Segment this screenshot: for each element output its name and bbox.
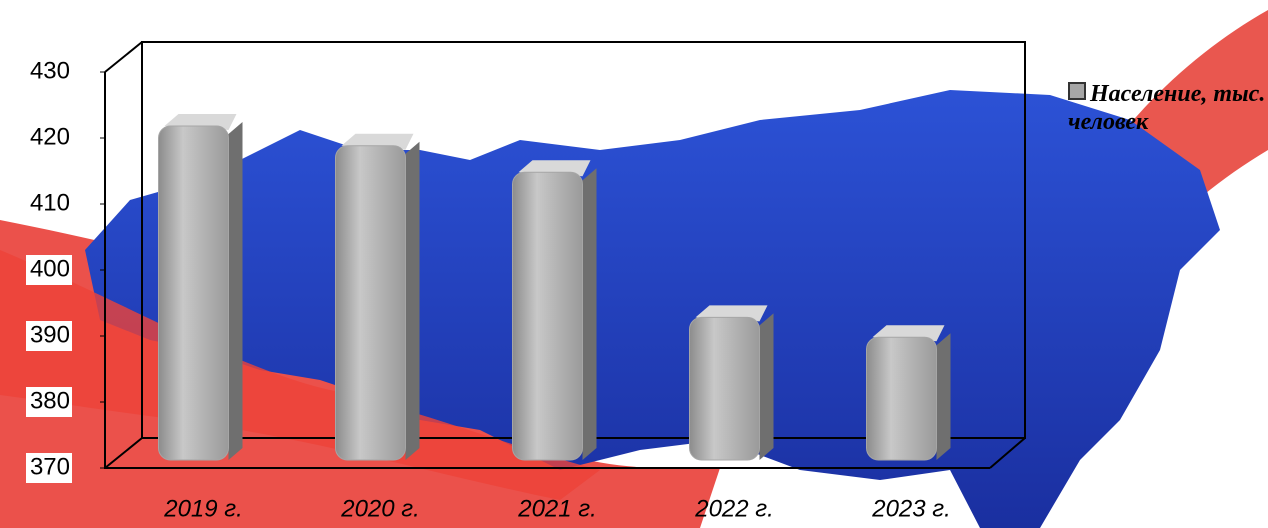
y-tick-bg bbox=[26, 453, 72, 483]
legend: Население, тыс. человек bbox=[1068, 80, 1268, 136]
legend-swatch bbox=[1068, 82, 1086, 100]
y-tick-bg bbox=[26, 387, 72, 417]
bar-side bbox=[759, 313, 774, 460]
x-tick-label: 2019 г. bbox=[163, 495, 243, 522]
y-tick-label: 430 bbox=[30, 57, 70, 84]
bar bbox=[866, 336, 937, 461]
y-tick-label: 400 bbox=[30, 255, 70, 282]
bar-side bbox=[228, 122, 243, 460]
x-tick-label: 2023 г. bbox=[871, 495, 951, 522]
bar bbox=[689, 316, 760, 461]
x-tick-label: 2022 г. bbox=[694, 495, 774, 522]
y-tick-bg bbox=[26, 321, 72, 351]
y-tick-label: 380 bbox=[30, 387, 70, 414]
x-tick-label: 2021 г. bbox=[517, 495, 597, 522]
y-tick-label: 410 bbox=[30, 189, 70, 216]
x-tick-label: 2020 г. bbox=[340, 495, 420, 522]
y-tick-label: 420 bbox=[30, 123, 70, 150]
y-tick-bg bbox=[26, 255, 72, 285]
bar-side bbox=[405, 141, 420, 461]
bar bbox=[158, 125, 229, 461]
bar-side bbox=[582, 168, 597, 460]
legend-label: Население, тыс. человек bbox=[1068, 81, 1266, 135]
bar bbox=[512, 171, 583, 461]
y-tick-label: 370 bbox=[30, 453, 70, 480]
y-tick-bg bbox=[26, 189, 72, 219]
y-tick-bg bbox=[26, 123, 72, 153]
y-tick-label: 390 bbox=[30, 321, 70, 348]
bar bbox=[335, 145, 406, 461]
y-tick-bg bbox=[26, 57, 72, 87]
plot-frame bbox=[104, 41, 1026, 469]
bar-side bbox=[936, 333, 951, 460]
